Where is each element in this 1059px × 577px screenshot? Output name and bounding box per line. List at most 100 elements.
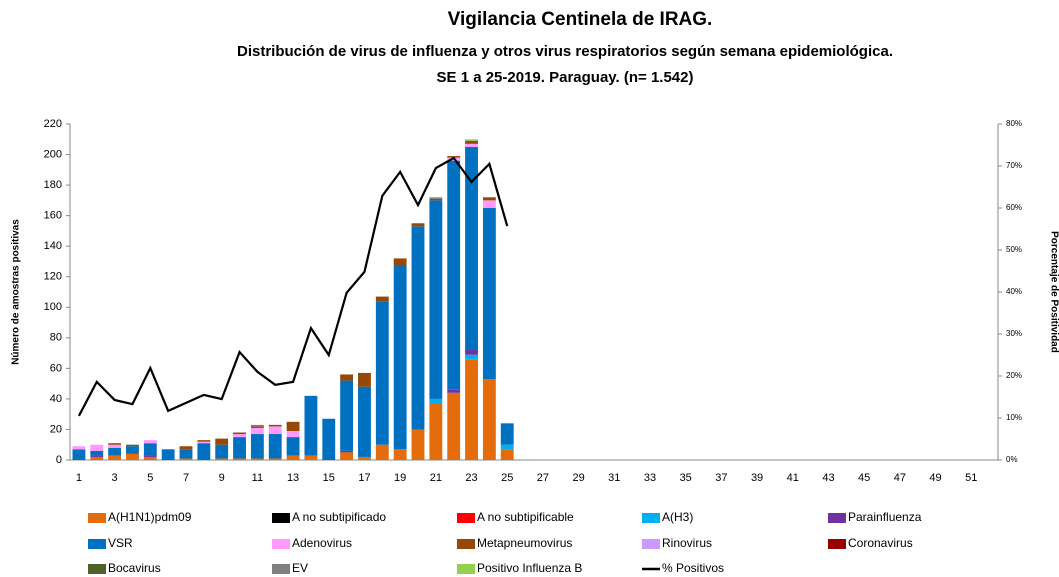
- bar-segment: [143, 440, 157, 444]
- legend-label: Adenovirus: [292, 536, 352, 550]
- x-tick-label: 47: [894, 472, 906, 484]
- legend-swatch: [88, 564, 106, 574]
- bar-segment: [108, 447, 122, 456]
- y-tick-label: 100: [44, 301, 62, 313]
- bar-segment: [250, 434, 264, 459]
- bar-segment: [250, 458, 264, 460]
- bar-segment: [108, 455, 122, 460]
- y-tick-label: 200: [44, 148, 62, 160]
- bar-segment: [286, 430, 300, 438]
- y2-tick-label: 60%: [1006, 203, 1022, 212]
- y2-tick-label: 0%: [1006, 455, 1018, 464]
- legend-swatch: [457, 513, 475, 523]
- bar-segment: [304, 395, 318, 456]
- legend-swatch: [457, 564, 475, 574]
- bar-segment: [429, 398, 443, 404]
- bar-segment: [429, 403, 443, 460]
- y-axis-label: Número de amostras positivas: [11, 219, 22, 365]
- x-tick-label: 29: [572, 472, 584, 484]
- legend-label: A(H3): [662, 510, 693, 524]
- y-tick-label: 140: [44, 240, 62, 252]
- y2-tick-label: 80%: [1006, 119, 1022, 128]
- bar-segment: [197, 441, 211, 444]
- bar-segment: [393, 266, 407, 450]
- y-tick-label: 80: [50, 332, 62, 344]
- legend-swatch: [88, 513, 106, 523]
- y2-tick-label: 20%: [1006, 371, 1022, 380]
- x-tick-label: 7: [183, 472, 189, 484]
- bar-segment: [411, 223, 425, 227]
- legend-swatch: [272, 513, 290, 523]
- legend-label: Rinovirus: [662, 536, 712, 550]
- y-tick-label: 0: [56, 454, 62, 466]
- bar-segment: [286, 421, 300, 431]
- y2-tick-label: 70%: [1006, 161, 1022, 170]
- chart-title: Vigilancia Centinela de IRAG.: [448, 9, 713, 30]
- bar-segment: [340, 450, 354, 453]
- legend-label: Parainfluenza: [848, 510, 922, 524]
- x-tick-label: 17: [358, 472, 370, 484]
- bar-segment: [215, 438, 229, 445]
- bar-segment: [482, 197, 496, 201]
- y-tick-label: 20: [50, 423, 62, 435]
- y-tick-label: 60: [50, 362, 62, 374]
- x-tick-label: 37: [715, 472, 727, 484]
- legend-label: Bocavirus: [108, 561, 161, 575]
- bar-segment: [429, 200, 443, 399]
- bar-segment: [375, 444, 389, 460]
- x-tick-label: 25: [501, 472, 513, 484]
- bar-segment: [500, 449, 514, 460]
- x-tick-label: 13: [287, 472, 299, 484]
- bar-segment: [90, 456, 104, 460]
- bar-segment: [197, 440, 211, 442]
- bar-segment: [233, 434, 246, 438]
- bar-segment: [108, 443, 122, 445]
- bar-segment: [250, 424, 264, 427]
- bar-segment: [465, 359, 478, 460]
- y2-tick-label: 10%: [1006, 413, 1022, 422]
- bar-segment: [500, 444, 514, 450]
- bar-segment: [411, 226, 425, 430]
- x-tick-label: 3: [112, 472, 118, 484]
- bar-segment: [126, 446, 139, 454]
- bar-segment: [72, 446, 86, 450]
- y-tick-label: 180: [44, 179, 62, 191]
- bar-segment: [500, 423, 514, 445]
- bar-segment: [447, 389, 461, 393]
- chart-subtitle: SE 1 a 25-2019. Paraguay. (n= 1.542): [437, 69, 694, 86]
- bar-segment: [304, 455, 318, 460]
- bar-segment: [90, 455, 104, 457]
- legend-swatch: [88, 539, 106, 549]
- x-tick-label: 1: [76, 472, 82, 484]
- bar-segment: [322, 418, 336, 460]
- bar-segment: [411, 429, 425, 460]
- bar-segment: [358, 372, 371, 387]
- bar-segment: [143, 443, 157, 456]
- legend-swatch: [642, 513, 660, 523]
- x-tick-label: 9: [219, 472, 225, 484]
- bar-segment: [179, 449, 193, 459]
- x-tick-label: 35: [680, 472, 692, 484]
- bar-segment: [429, 198, 443, 201]
- legend-label: VSR: [108, 536, 133, 550]
- bar-segment: [233, 458, 246, 460]
- x-tick-label: 39: [751, 472, 763, 484]
- bar-segment: [126, 444, 139, 447]
- bar-segment: [375, 296, 389, 302]
- x-tick-label: 41: [787, 472, 799, 484]
- bar-segment: [482, 208, 496, 380]
- bar-segment: [465, 140, 478, 144]
- y-tick-label: 120: [44, 271, 62, 283]
- bar-segment: [179, 458, 193, 460]
- bar-segment: [375, 301, 389, 445]
- bar-segment: [393, 258, 407, 267]
- x-tick-label: 15: [323, 472, 335, 484]
- y2-tick-label: 30%: [1006, 329, 1022, 338]
- bar-segment: [268, 426, 282, 435]
- bar-segment: [268, 434, 282, 459]
- bar-segment: [250, 426, 264, 428]
- x-tick-label: 43: [822, 472, 834, 484]
- bar-segment: [233, 437, 246, 459]
- bar-segment: [250, 427, 264, 435]
